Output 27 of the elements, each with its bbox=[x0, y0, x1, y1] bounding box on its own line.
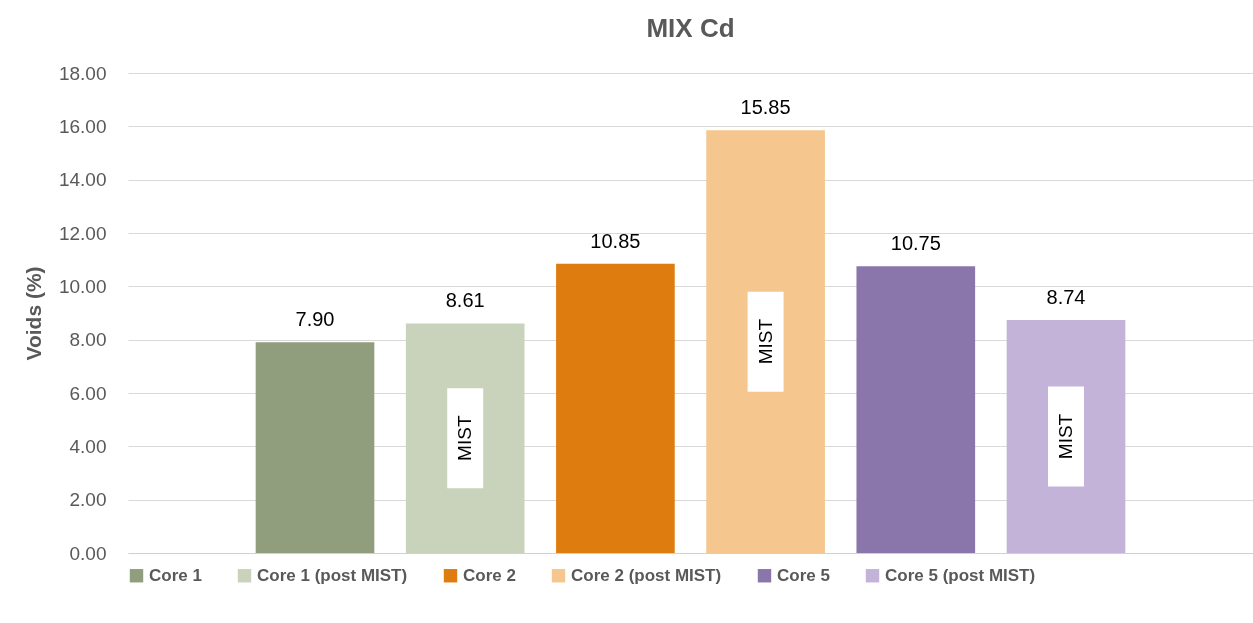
y-tick-label: 8.00 bbox=[69, 329, 107, 351]
legend-label: Core 1 bbox=[149, 565, 202, 585]
y-tick-label: 2.00 bbox=[69, 489, 107, 511]
legend-label: Core 1 (post MIST) bbox=[257, 565, 408, 585]
annotation: MIST bbox=[1055, 413, 1076, 460]
legend-label: Core 5 (post MIST) bbox=[885, 565, 1036, 585]
legend-label: Core 5 bbox=[777, 565, 830, 585]
data-label: 15.85 bbox=[740, 96, 791, 119]
y-tick-label: 16.00 bbox=[58, 115, 107, 137]
data-label: 7.90 bbox=[295, 308, 335, 331]
data-label: 10.75 bbox=[890, 232, 941, 255]
data-label: 8.61 bbox=[445, 289, 485, 312]
legend-label: Core 2 (post MIST) bbox=[571, 565, 722, 585]
y-tick-label: 12.00 bbox=[58, 222, 107, 244]
data-label: 10.85 bbox=[590, 229, 641, 252]
y-axis-title: Voids (%) bbox=[21, 266, 45, 361]
y-tick-label: 4.00 bbox=[69, 435, 107, 457]
y-tick-label: 10.00 bbox=[58, 275, 107, 297]
y-tick-label: 18.00 bbox=[58, 62, 107, 84]
annotation: MIST bbox=[454, 415, 476, 461]
chart-title: MIX Cd bbox=[646, 13, 735, 43]
annotation: MIST bbox=[754, 318, 776, 365]
y-tick-label: 14.00 bbox=[58, 169, 107, 191]
legend-label: Core 2 bbox=[463, 565, 516, 585]
data-label: 8.74 bbox=[1046, 285, 1086, 308]
y-tick-label: 0.00 bbox=[69, 542, 107, 564]
y-tick-label: 6.00 bbox=[69, 382, 107, 404]
